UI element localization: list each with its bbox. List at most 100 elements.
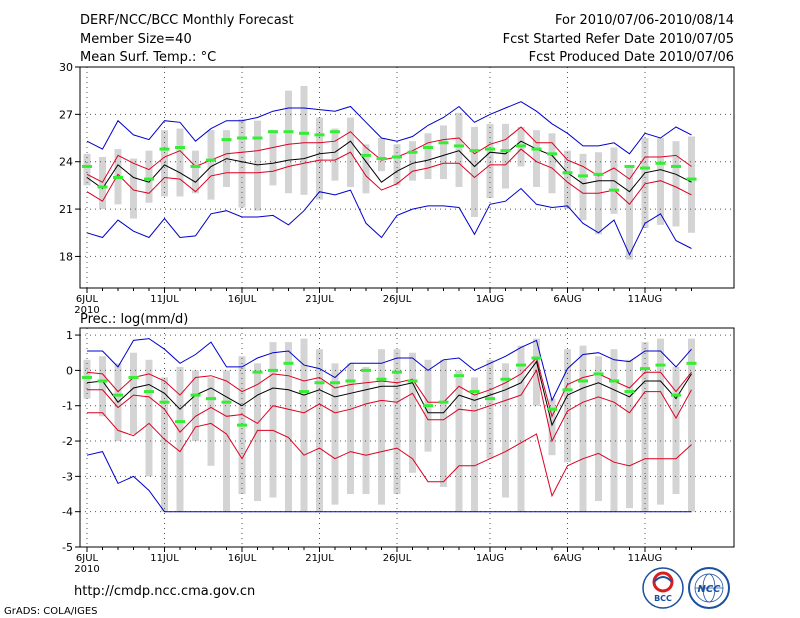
x-tick-label: 6AUG xyxy=(553,553,581,564)
ensemble-range-bar xyxy=(548,133,556,194)
x-tick-label: 1AUG xyxy=(476,553,504,564)
ensemble-range-bar xyxy=(99,356,106,417)
source-url: http://cmdp.ncc.cma.gov.cn xyxy=(74,584,255,599)
ensemble-range-bar xyxy=(626,359,633,509)
ensemble-range-bar xyxy=(579,153,587,221)
x-tick-year-label: 2010 xyxy=(74,305,99,316)
series-line-q25 xyxy=(86,148,692,206)
bcc-logo: BCC xyxy=(642,567,684,609)
ensemble-range-bar xyxy=(285,90,292,194)
ensemble-range-bar xyxy=(207,130,215,200)
series-line-mean xyxy=(86,140,692,193)
ensemble-range-bar xyxy=(300,338,308,512)
ensemble-range-bar xyxy=(347,363,354,495)
ensemble-range-bar xyxy=(285,342,292,512)
ensemble-range-bar xyxy=(362,144,370,194)
ensemble-range-bar xyxy=(300,85,308,195)
series-line-q25 xyxy=(87,369,692,443)
y-tick-label: 18 xyxy=(59,250,73,263)
ensemble-range-bar xyxy=(409,141,416,181)
series-line-min xyxy=(86,451,692,513)
ensemble-range-bar xyxy=(393,144,401,186)
y-tick-label: 0 xyxy=(66,364,73,377)
series-line-max xyxy=(87,338,692,402)
y-tick-label: -3 xyxy=(62,470,73,483)
y-tick-label: -1 xyxy=(62,400,73,413)
ensemble-range-bar xyxy=(548,398,556,456)
ensemble-range-bar xyxy=(83,153,91,186)
x-tick-label: 21JUL xyxy=(305,294,334,305)
ensemble-range-bar xyxy=(502,363,509,498)
ensemble-range-bar xyxy=(99,156,106,210)
series-line-max xyxy=(86,101,692,155)
ensemble-range-bar xyxy=(176,366,184,512)
ensemble-range-bar xyxy=(393,349,401,495)
x-tick-label: 6JUL xyxy=(76,553,99,564)
ensemble-range-bar xyxy=(672,141,680,227)
ensemble-range-bar xyxy=(238,119,246,208)
ensemble-range-bar xyxy=(269,130,277,186)
ensemble-range-bar xyxy=(424,133,432,180)
ensemble-range-bar xyxy=(161,130,168,197)
ensemble-range-bar xyxy=(145,359,153,477)
x-tick-label: 16JUL xyxy=(228,294,257,305)
ensemble-range-bar xyxy=(145,150,153,203)
ensemble-range-bar xyxy=(207,377,215,466)
ensemble-range-bar xyxy=(254,120,261,211)
ensemble-range-bar xyxy=(517,345,525,512)
ensemble-range-bar xyxy=(192,150,199,194)
ensemble-range-bar xyxy=(378,349,385,505)
y-tick-label: 1 xyxy=(66,329,73,342)
x-tick-label: 6AUG xyxy=(553,294,581,305)
ensemble-range-bar xyxy=(672,366,680,495)
ensemble-range-bar xyxy=(269,342,277,498)
x-tick-label: 26JUL xyxy=(383,294,412,305)
ensemble-range-bar xyxy=(440,359,447,487)
ensemble-range-bar xyxy=(331,128,339,181)
member-size-label: Member Size=40 xyxy=(80,32,192,47)
ensemble-range-bar xyxy=(223,370,230,512)
ensemble-range-bar xyxy=(331,363,339,505)
plot-frame xyxy=(79,327,735,548)
ensemble-range-bar xyxy=(316,349,323,512)
series-line-q10 xyxy=(87,412,692,498)
series-line-mean xyxy=(86,360,692,427)
bcc-logo-text: BCC xyxy=(654,594,672,603)
plot-frame xyxy=(79,66,735,289)
x-tick-label: 21JUL xyxy=(305,553,334,564)
ensemble-range-bar xyxy=(471,126,478,217)
plot-area xyxy=(80,67,734,288)
y-tick-label: 30 xyxy=(59,61,73,74)
ensemble-range-bar xyxy=(657,138,664,225)
y-tick-label: 24 xyxy=(59,156,73,169)
ensemble-range-bar xyxy=(533,130,540,187)
ensemble-range-bar xyxy=(564,150,571,210)
y-tick-label: 27 xyxy=(59,108,73,121)
ensemble-range-bar xyxy=(688,136,695,233)
forecast-period: For 2010/07/06-2010/08/14 xyxy=(555,13,734,28)
temperature-variable-label: Mean Surf. Temp.: °C xyxy=(80,50,216,65)
ensemble-range-bar xyxy=(130,158,137,219)
x-tick-label: 11AUG xyxy=(628,553,663,564)
ensemble-range-bar xyxy=(176,128,184,197)
y-tick-label: -4 xyxy=(62,506,73,519)
ensemble-range-bar xyxy=(595,356,602,502)
ensemble-range-bar xyxy=(641,342,649,512)
ensemble-range-bar xyxy=(161,377,168,512)
ensemble-range-bar xyxy=(409,352,416,473)
figure-title: DERF/NCC/BCC Monthly Forecast xyxy=(80,13,294,28)
x-tick-label: 11JUL xyxy=(150,553,179,564)
ensemble-range-bar xyxy=(688,338,695,512)
ensemble-range-bar xyxy=(455,370,463,512)
grads-credit: GrADS: COLA/IGES xyxy=(4,606,98,617)
ensemble-range-bar xyxy=(254,363,261,502)
ensemble-range-bar xyxy=(626,168,633,260)
ensemble-range-bar xyxy=(471,377,478,512)
ensemble-range-bar xyxy=(83,359,91,399)
x-tick-label: 11AUG xyxy=(628,294,663,305)
forecast-started-date: Fcst Started Refer Date 2010/07/05 xyxy=(503,32,734,47)
ensemble-range-bar xyxy=(579,345,587,512)
